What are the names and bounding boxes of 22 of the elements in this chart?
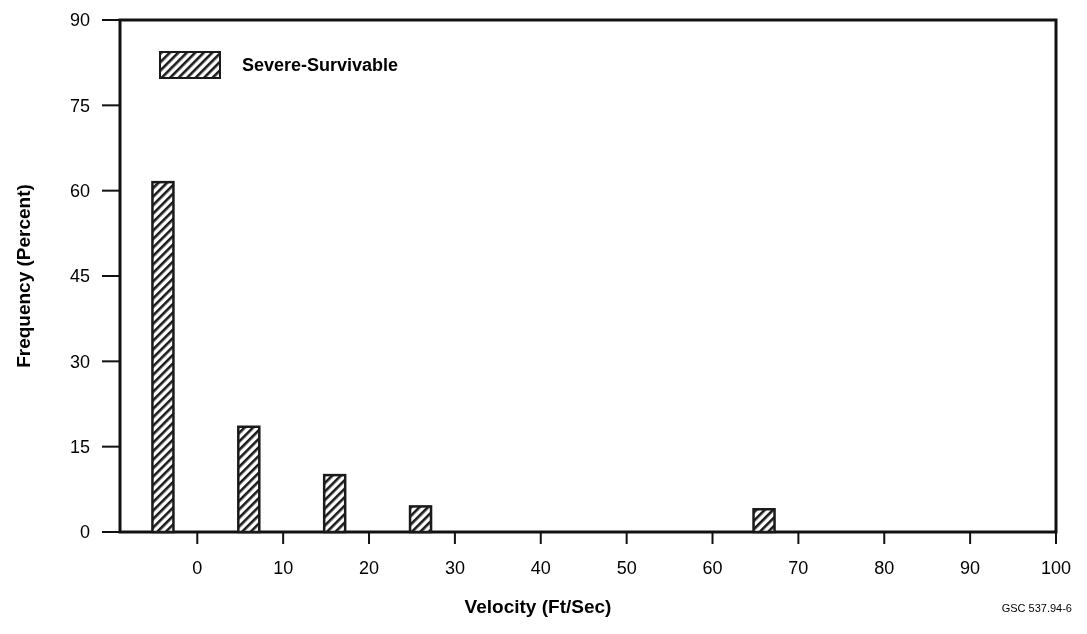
y-tick-label: 0 — [79, 522, 90, 543]
x-tick-label: 40 — [530, 558, 551, 578]
x-tick-label: 20 — [359, 558, 380, 578]
legend-label: Severe-Survivable — [242, 55, 399, 76]
y-tick-label: 60 — [69, 180, 90, 201]
x-tick-label: 60 — [702, 558, 723, 578]
x-tick-label: 30 — [444, 558, 465, 578]
y-tick-label: 90 — [69, 10, 90, 31]
x-tick-label: 10 — [273, 558, 294, 578]
x-tick-label: 70 — [788, 558, 809, 578]
x-tick-label: 50 — [616, 558, 637, 578]
x-tick-label: 90 — [960, 558, 981, 578]
x-axis-title: Velocity (Ft/Sec) — [464, 596, 612, 617]
y-tick-label: 45 — [69, 266, 90, 287]
x-tick-label: 0 — [192, 558, 203, 578]
y-tick-label: 75 — [69, 95, 90, 116]
y-tick-label: 15 — [69, 436, 90, 457]
x-tick-label: 80 — [874, 558, 895, 578]
y-tick-label: 30 — [69, 351, 90, 372]
text: GSC 537.94-6 — [1001, 602, 1072, 614]
y-axis-title: Frequency (Percent) — [13, 184, 34, 368]
x-tick-label: 100 — [1040, 558, 1072, 578]
